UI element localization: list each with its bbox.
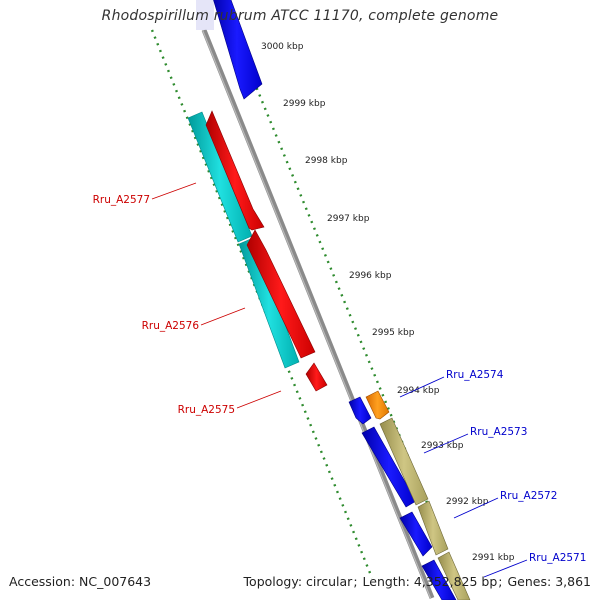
cds-forward-top <box>213 0 263 100</box>
cds-Rru_A2571 <box>421 559 457 600</box>
olive-track-segment-2 <box>417 500 449 556</box>
gene-label-Rru_A2574[interactable]: Rru_A2574 <box>446 369 504 381</box>
leader-line-Rru_A2573 <box>423 433 469 454</box>
genes-label: Genes: <box>507 574 552 589</box>
topology-value: circular <box>306 574 353 589</box>
tick-label: 2992 kbp <box>446 497 489 507</box>
cds-Rru_A2577 <box>205 110 265 231</box>
tick-label: 2996 kbp <box>349 271 392 281</box>
accession-value: NC_007643 <box>79 574 152 589</box>
tick-label: 2998 kbp <box>305 156 348 166</box>
title-band <box>196 0 214 30</box>
accession-info: Accession: NC_007643 <box>9 574 151 589</box>
gene-label-Rru_A2571[interactable]: Rru_A2571 <box>529 552 586 564</box>
cds-Rru_A2572 <box>399 511 433 557</box>
olive-track-segment-1 <box>379 417 429 506</box>
genome-title: Rhodospirillum rubrum ATCC 11170, comple… <box>101 8 499 24</box>
tick-label: 2993 kbp <box>421 441 464 451</box>
accession-label: Accession: <box>9 574 76 589</box>
olive-track-segment-3 <box>437 551 471 600</box>
cds-Rru_A2575 <box>305 362 328 392</box>
leader-line-Rru_A2574 <box>399 376 445 398</box>
cyan-track-segment-2 <box>238 237 300 369</box>
tick-label: 2999 kbp <box>283 99 326 109</box>
gene-label-Rru_A2572[interactable]: Rru_A2572 <box>500 490 557 502</box>
genes-value: 3,861 <box>555 574 591 589</box>
feature-orange <box>365 390 390 420</box>
gene-label-Rru_A2576[interactable]: Rru_A2576 <box>142 320 200 332</box>
cds-Rru_A2574 <box>348 396 372 425</box>
leader-line-Rru_A2572 <box>453 497 499 519</box>
leader-line-Rru_A2576 <box>200 307 246 326</box>
tick-label: 2994 kbp <box>397 386 440 396</box>
topology-label: Topology: <box>243 574 303 589</box>
gene-label-Rru_A2575[interactable]: Rru_A2575 <box>178 404 235 416</box>
leader-line-Rru_A2577 <box>151 182 197 200</box>
genome-backbone <box>201 29 435 599</box>
tick-label: 2991 kbp <box>472 553 515 563</box>
tick-label: 2995 kbp <box>372 328 415 338</box>
genome-stats: Topology: circular; Length: 4,352,825 bp… <box>243 574 591 589</box>
leader-line-Rru_A2571 <box>483 559 528 578</box>
leader-line-Rru_A2575 <box>236 390 282 409</box>
gene-label-Rru_A2577[interactable]: Rru_A2577 <box>93 194 150 206</box>
genome-backbone-highlight <box>201 29 432 599</box>
tick-label: 3000 kbp <box>261 42 304 52</box>
length-label: Length: <box>362 574 410 589</box>
cds-Rru_A2576 <box>246 229 316 359</box>
tick-label: 2997 kbp <box>327 214 370 224</box>
length-value: 4,352,825 bp <box>413 574 498 589</box>
gene-label-Rru_A2573[interactable]: Rru_A2573 <box>470 426 527 438</box>
